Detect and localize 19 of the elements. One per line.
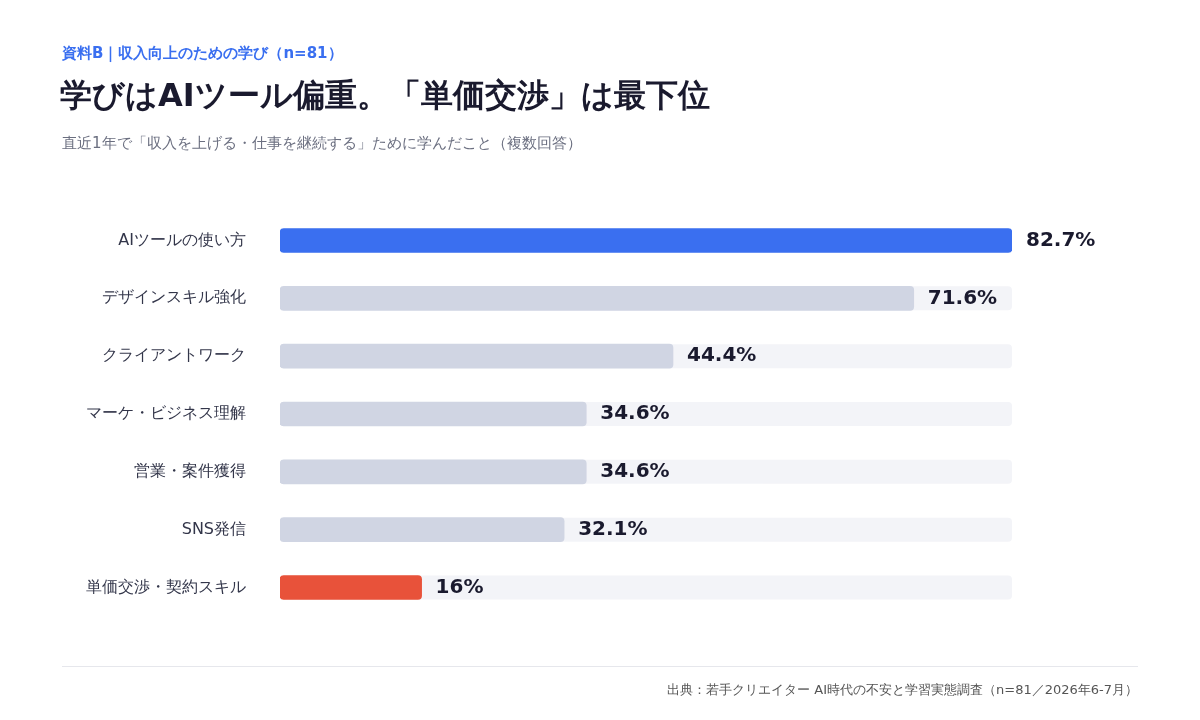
y-tick-label: クライアントワーク (102, 345, 246, 365)
data-label: 44.4% (687, 342, 757, 367)
chart-subtitle: 直近1年で「収入を上げる・仕事を継続する」ために学んだこと（複数回答） (62, 134, 582, 153)
y-tick-label: 単価交渉・契約スキル (86, 576, 246, 596)
y-tick-label: デザインスキル強化 (102, 287, 246, 307)
bar (280, 575, 422, 600)
data-label: 34.6% (600, 458, 670, 483)
data-label: 16% (435, 573, 484, 598)
y-tick-label: マーケ・ビジネス理解 (86, 403, 246, 423)
data-label: 34.6% (600, 400, 670, 425)
data-label: 82.7% (1026, 226, 1096, 251)
y-tick-label: 営業・案件獲得 (134, 460, 246, 480)
y-tick-label: AIツールの使い方 (118, 229, 246, 249)
chart-title: 学びはAIツール偏重。「単価交渉」は最下位 (60, 75, 710, 116)
text: 資料B｜収入向上のための学び（n=81） (62, 44, 343, 63)
data-label: 71.6% (927, 284, 998, 309)
y-tick-label: SNS発信 (181, 518, 246, 538)
source-note: 出典：若手クリエイター AI時代の不安と学習実態調査（n=81／2026年6-7月） (667, 681, 1138, 699)
data-label: 32.1% (578, 515, 648, 540)
